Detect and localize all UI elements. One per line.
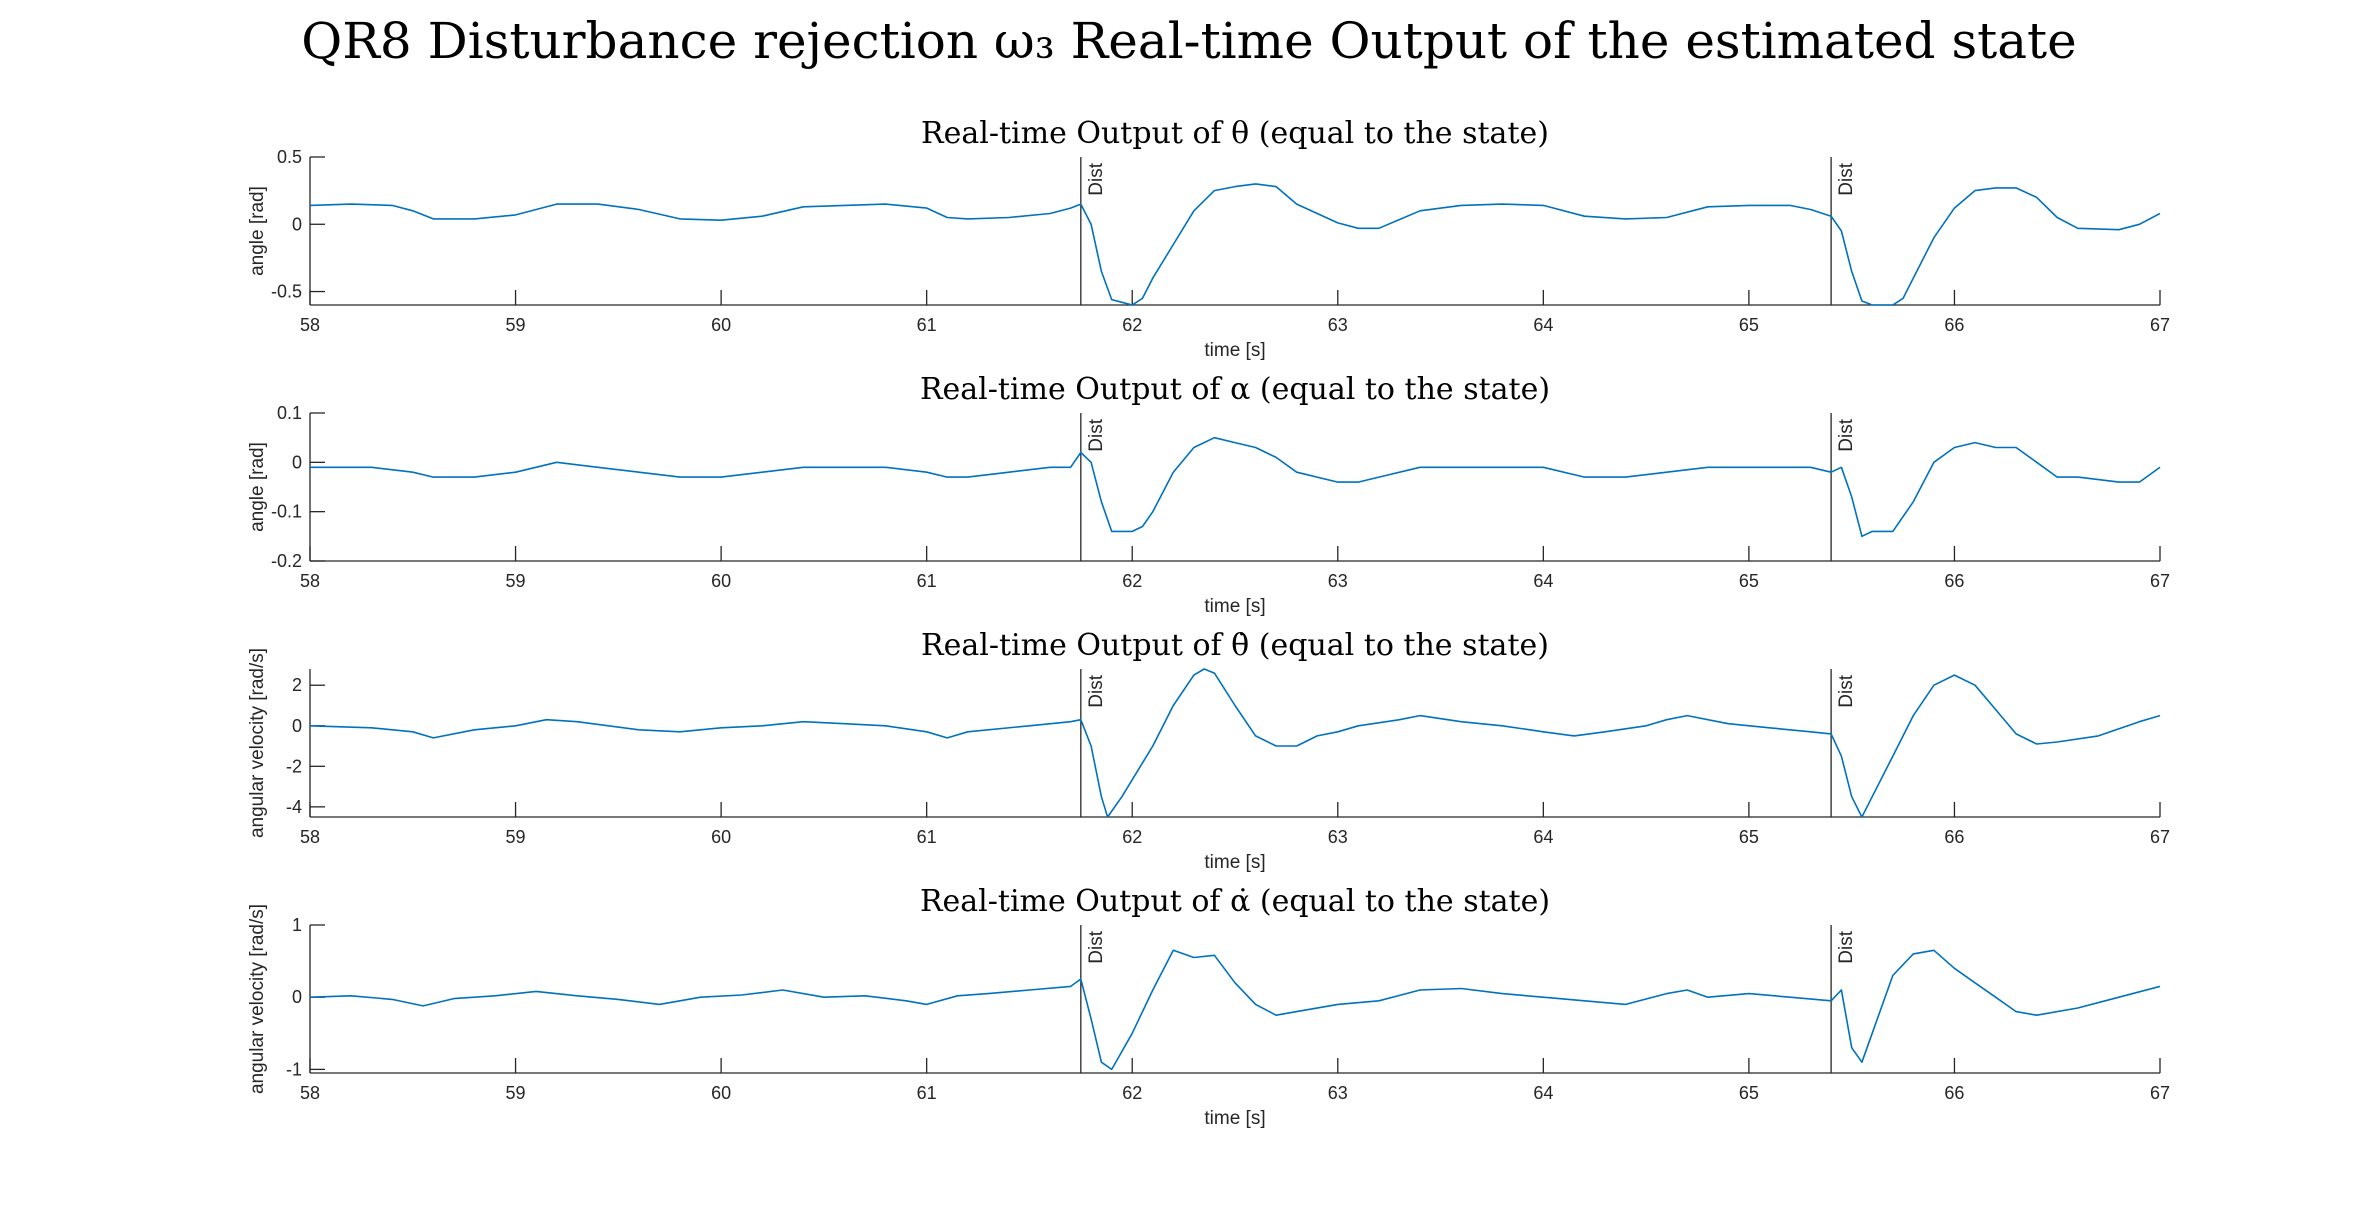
x-axis-label: time [s] (1204, 852, 1265, 873)
x-tick-label: 59 (506, 827, 526, 847)
x-tick-label: 60 (711, 315, 731, 335)
x-tick-label: 66 (1944, 827, 1964, 847)
y-tick-label: 0 (292, 716, 302, 736)
x-tick-label: 58 (300, 827, 320, 847)
x-tick-label: 66 (1944, 315, 1964, 335)
x-tick-label: 64 (1533, 1083, 1553, 1103)
x-tick-label: 61 (917, 571, 937, 591)
disturbance-label: Dist (1086, 162, 1107, 195)
x-tick-label: 63 (1328, 571, 1348, 591)
y-tick-label: -4 (286, 797, 302, 817)
disturbance-label: Dist (1836, 674, 1857, 707)
y-tick-label: -0.2 (271, 551, 302, 571)
x-axis-label: time [s] (1204, 1108, 1265, 1129)
x-tick-label: 67 (2150, 827, 2170, 847)
x-tick-label: 60 (711, 827, 731, 847)
subplot-4: Real-time Output of α̇ (equal to the sta… (247, 884, 2170, 1129)
x-tick-label: 62 (1122, 571, 1142, 591)
data-line (309, 668, 2161, 818)
y-tick-label: 2 (292, 675, 302, 695)
disturbance-label: Dist (1086, 930, 1107, 963)
x-axis-label: time [s] (1204, 340, 1265, 361)
x-tick-label: 62 (1122, 315, 1142, 335)
x-tick-label: 62 (1122, 827, 1142, 847)
x-tick-label: 62 (1122, 1083, 1142, 1103)
y-tick-label: 1 (292, 915, 302, 935)
data-line (310, 436, 2161, 538)
x-tick-label: 59 (506, 571, 526, 591)
x-tick-label: 67 (2150, 315, 2170, 335)
y-tick-label: 0.1 (277, 403, 302, 423)
y-tick-label: -1 (286, 1059, 302, 1079)
disturbance-label: Dist (1086, 418, 1107, 451)
y-axis-label: angular velocity [rad/s] (247, 648, 268, 838)
x-tick-label: 64 (1533, 571, 1553, 591)
y-tick-label: -2 (286, 756, 302, 776)
y-tick-label: -0.1 (271, 502, 302, 522)
data-line (309, 183, 2161, 306)
x-tick-label: 61 (917, 315, 937, 335)
subplot-title: Real-time Output of θ (equal to the stat… (921, 116, 1549, 151)
x-tick-label: 59 (506, 315, 526, 335)
y-axis-label: angle [rad] (247, 186, 268, 276)
x-tick-label: 67 (2150, 571, 2170, 591)
x-tick-label: 67 (2150, 1083, 2170, 1103)
disturbance-label: Dist (1836, 418, 1857, 451)
y-tick-label: 0 (292, 987, 302, 1007)
x-tick-label: 66 (1944, 571, 1964, 591)
y-tick-label: 0.5 (277, 147, 302, 167)
x-tick-label: 59 (506, 1083, 526, 1103)
subplot-title: Real-time Output of α̇ (equal to the sta… (920, 884, 1550, 919)
subplot-2: Real-time Output of α (equal to the stat… (247, 372, 2170, 617)
x-tick-label: 61 (917, 1083, 937, 1103)
x-tick-label: 60 (711, 571, 731, 591)
subplots-container: Real-time Output of θ (equal to the stat… (247, 116, 2170, 1129)
x-tick-label: 61 (917, 827, 937, 847)
x-tick-label: 63 (1328, 1083, 1348, 1103)
x-tick-label: 58 (300, 1083, 320, 1103)
figure-title: QR8 Disturbance rejection ω₃ Real-time O… (301, 12, 2076, 70)
x-tick-label: 64 (1533, 827, 1553, 847)
subplot-3: Real-time Output of θ̇ (equal to the sta… (247, 628, 2170, 873)
disturbance-label: Dist (1836, 930, 1857, 963)
x-tick-label: 65 (1739, 827, 1759, 847)
x-tick-label: 66 (1944, 1083, 1964, 1103)
y-axis-label: angular velocity [rad/s] (247, 904, 268, 1094)
subplot-title: Real-time Output of θ̇ (equal to the sta… (921, 628, 1549, 663)
data-line (309, 949, 2161, 1071)
x-tick-label: 58 (300, 315, 320, 335)
x-axis-label: time [s] (1204, 596, 1265, 617)
x-tick-label: 63 (1328, 315, 1348, 335)
x-tick-label: 64 (1533, 315, 1553, 335)
disturbance-label: Dist (1836, 162, 1857, 195)
x-tick-label: 65 (1739, 571, 1759, 591)
y-tick-label: 0 (292, 214, 302, 234)
x-tick-label: 65 (1739, 1083, 1759, 1103)
x-tick-label: 65 (1739, 315, 1759, 335)
x-tick-label: 63 (1328, 827, 1348, 847)
subplot-1: Real-time Output of θ (equal to the stat… (247, 116, 2170, 361)
subplot-title: Real-time Output of α (equal to the stat… (920, 372, 1550, 407)
y-tick-label: 0 (292, 452, 302, 472)
y-tick-label: -0.5 (271, 282, 302, 302)
x-tick-label: 60 (711, 1083, 731, 1103)
y-axis-label: angle [rad] (247, 442, 268, 532)
x-tick-label: 58 (300, 571, 320, 591)
disturbance-label: Dist (1086, 674, 1107, 707)
